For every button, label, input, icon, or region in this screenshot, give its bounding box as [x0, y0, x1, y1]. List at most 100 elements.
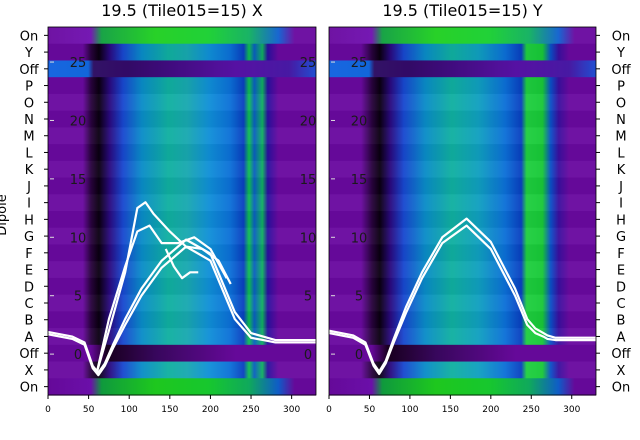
heatmap-row-22: [48, 378, 316, 396]
heatmap-row-15: [329, 261, 596, 279]
x-tick-label-3: 100: [401, 405, 418, 415]
heatmap-row-shade-4: [48, 77, 316, 95]
row-label-2: Y: [616, 46, 625, 61]
overlay-curve-4: [95, 224, 228, 374]
overlay-tick-label-2: 5: [355, 290, 363, 305]
heatmap-row-6: [48, 110, 316, 128]
heatmap-row-shade-5: [329, 93, 596, 112]
overlay-tick-label-4: 15: [70, 173, 87, 188]
heatmap-row-7: [48, 127, 316, 145]
row-label-4: P: [617, 80, 625, 95]
heatmap-row-shade-20: [329, 344, 596, 363]
x-tick-label-4: 150: [161, 405, 178, 415]
row-label-16: D: [616, 280, 626, 295]
heatmap-row-9: [48, 160, 316, 179]
heatmap-row-14: [48, 244, 316, 262]
heatmap-row-shade-7: [48, 127, 316, 145]
heatmap-row-shade-11: [48, 194, 316, 212]
heatmap-row-shade-6: [329, 110, 596, 128]
y-axis-label: Dipole: [0, 194, 10, 235]
row-label-1: On: [612, 29, 630, 44]
heatmap-row-shade-18: [329, 311, 596, 329]
overlay-curve-3: [95, 201, 232, 374]
heatmap-row-shade-12: [48, 211, 316, 229]
heatmap-row-10: [329, 177, 596, 195]
heatmap-row-20: [48, 344, 316, 363]
row-label-12: H: [24, 213, 34, 228]
heatmap-row-12: [329, 211, 596, 229]
heatmap-row-22: [329, 378, 596, 396]
overlay-tick-label-5: 20: [351, 114, 368, 129]
heatmap-row-shade-2: [329, 43, 596, 62]
x-tick-label-6: 250: [523, 405, 540, 415]
heatmap-row-2: [48, 43, 316, 62]
row-label-4: P: [25, 80, 33, 95]
overlay-curve-5: [164, 248, 199, 280]
row-label-16: D: [24, 280, 34, 295]
heatmap-row-15: [48, 261, 316, 279]
heatmap-row-shade-1: [329, 27, 596, 45]
x-tick-label-3: 100: [121, 405, 138, 415]
overlay-tick-label-3: 10: [351, 231, 368, 246]
heatmap-row-13: [48, 227, 316, 246]
heatmap-row-shade-22: [329, 378, 596, 396]
x-tick-label-5: 200: [482, 405, 499, 415]
panel-frame-2: [328, 26, 597, 396]
row-label-10: J: [26, 180, 31, 195]
row-label-17: C: [616, 297, 625, 312]
row-label-17: C: [24, 297, 33, 312]
heatmap-row-shade-12: [329, 211, 596, 229]
row-label-8: L: [617, 146, 625, 161]
panel-frame-1: [47, 26, 317, 396]
heatmap-row-shade-20: [48, 344, 316, 363]
heatmap-row-shade-22: [48, 378, 316, 396]
heatmap-row-17: [329, 294, 596, 312]
heatmap-row-7: [329, 127, 596, 145]
row-label-13: G: [24, 230, 34, 245]
heatmap-row-shade-2: [48, 43, 316, 62]
heatmap-row-shade-14: [48, 244, 316, 262]
x-tick-label-5: 200: [202, 405, 219, 415]
overlay-right-tick-label-1: 0: [304, 348, 312, 363]
panel-title-1: 19.5 (Tile015=15) X: [101, 1, 263, 20]
row-label-13: G: [616, 230, 626, 245]
heatmap-row-shade-16: [48, 277, 316, 296]
x-tick-label-1: 0: [326, 405, 332, 415]
heatmap-row-1: [329, 27, 596, 45]
overlay-right-tick-label-6: 25: [300, 56, 317, 71]
row-label-15: E: [25, 264, 33, 279]
heatmap-row-shade-11: [329, 194, 596, 212]
row-label-22: On: [612, 381, 630, 396]
heatmap-row-shade-13: [329, 227, 596, 246]
heatmap-row-shade-8: [329, 144, 596, 162]
row-label-20: Off: [19, 347, 39, 362]
heatmap-row-1: [48, 27, 316, 45]
heatmap-row-4: [48, 77, 316, 95]
row-label-19: A: [25, 330, 34, 345]
heatmap-row-3: [48, 60, 316, 78]
row-label-11: I: [619, 197, 623, 212]
x-tick-label-4: 150: [442, 405, 459, 415]
x-tick-label-1: 0: [45, 405, 51, 415]
x-tick-label-7: 300: [283, 405, 300, 415]
heatmap-row-shade-13: [48, 227, 316, 246]
heatmap-row-shade-18: [48, 311, 316, 329]
heatmap-row-8: [329, 144, 596, 162]
heatmap-row-shade-14: [329, 244, 596, 262]
heatmap-row-21: [48, 361, 316, 379]
heatmap-row-5: [48, 93, 316, 112]
x-tick-label-6: 250: [242, 405, 259, 415]
row-label-7: M: [615, 130, 626, 145]
heatmap-row-shade-21: [48, 361, 316, 379]
x-tick-label-7: 300: [563, 405, 580, 415]
overlay-tick-label-6: 25: [70, 56, 87, 71]
heatmap-row-2: [329, 43, 596, 62]
row-label-11: I: [27, 197, 31, 212]
heatmap-row-16: [329, 277, 596, 296]
row-label-7: M: [23, 130, 34, 145]
heatmap-row-21: [329, 361, 596, 379]
heatmap-row-11: [48, 194, 316, 212]
